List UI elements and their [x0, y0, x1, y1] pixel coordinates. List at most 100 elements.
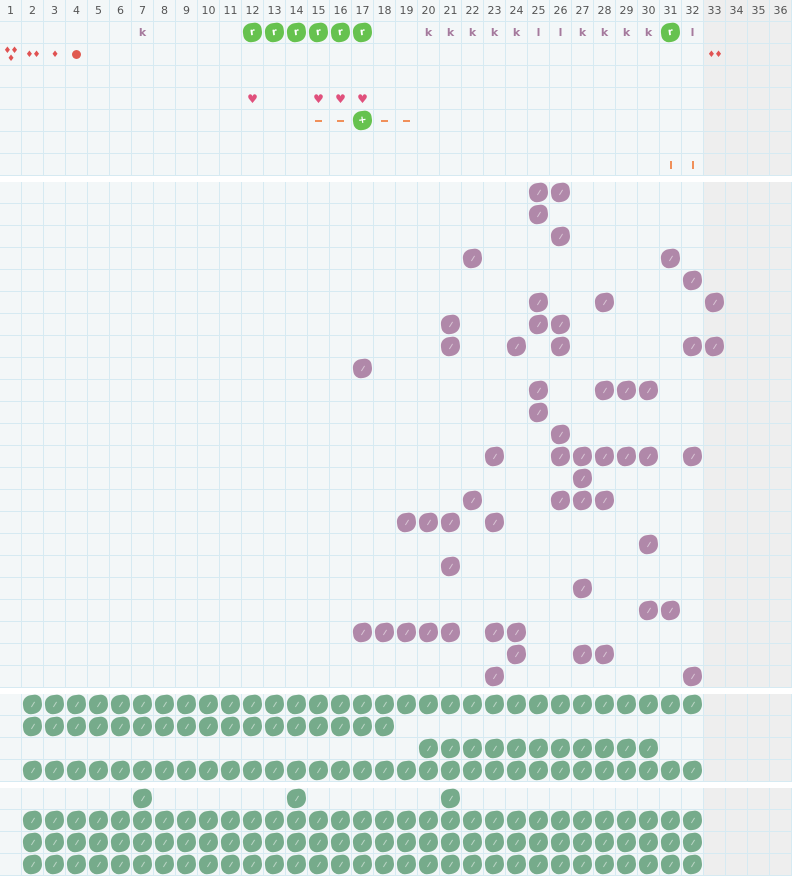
- grid-cell[interactable]: [132, 578, 154, 600]
- grid-cell[interactable]: [770, 88, 792, 110]
- grid-cell[interactable]: [286, 534, 308, 556]
- grid-cell[interactable]: [418, 556, 440, 578]
- grid-cell[interactable]: [285, 809, 308, 832]
- grid-cell[interactable]: [770, 66, 792, 88]
- grid-cell[interactable]: [616, 556, 638, 578]
- grid-cell[interactable]: [506, 44, 528, 66]
- grid-cell[interactable]: [572, 226, 594, 248]
- grid-cell[interactable]: [396, 788, 418, 810]
- grid-cell[interactable]: [461, 809, 484, 832]
- grid-cell[interactable]: [726, 788, 748, 810]
- grid-cell[interactable]: [264, 336, 286, 358]
- grid-cell[interactable]: [110, 578, 132, 600]
- grid-cell[interactable]: [550, 622, 572, 644]
- grid-cell[interactable]: [198, 380, 220, 402]
- grid-cell[interactable]: [352, 314, 374, 336]
- grid-cell[interactable]: [308, 468, 330, 490]
- grid-cell[interactable]: [110, 622, 132, 644]
- grid-cell[interactable]: [264, 204, 286, 226]
- grid-cell[interactable]: [550, 600, 572, 622]
- grid-cell[interactable]: [440, 44, 462, 66]
- grid-cell[interactable]: [330, 512, 352, 534]
- grid-cell[interactable]: [417, 831, 440, 854]
- grid-cell[interactable]: [154, 66, 176, 88]
- grid-cell[interactable]: [616, 88, 638, 110]
- grid-cell[interactable]: [0, 810, 22, 832]
- grid-cell[interactable]: [615, 853, 638, 876]
- grid-cell[interactable]: [682, 182, 704, 204]
- grid-cell[interactable]: [572, 512, 594, 534]
- grid-cell[interactable]: [220, 402, 242, 424]
- grid-cell[interactable]: [484, 600, 506, 622]
- grid-cell[interactable]: [22, 738, 44, 760]
- grid-cell[interactable]: [770, 446, 792, 468]
- grid-cell[interactable]: [616, 534, 638, 556]
- grid-cell[interactable]: [110, 402, 132, 424]
- grid-cell[interactable]: [506, 358, 528, 380]
- grid-cell[interactable]: [616, 154, 638, 176]
- grid-cell[interactable]: [88, 44, 110, 66]
- grid-cell[interactable]: [594, 512, 616, 534]
- grid-cell[interactable]: [396, 666, 418, 688]
- grid-cell[interactable]: [110, 336, 132, 358]
- grid-cell[interactable]: [198, 468, 220, 490]
- grid-cell[interactable]: [132, 204, 154, 226]
- grid-cell[interactable]: [506, 248, 528, 270]
- grid-cell[interactable]: [726, 270, 748, 292]
- grid-cell[interactable]: [506, 226, 528, 248]
- grid-cell[interactable]: [22, 490, 44, 512]
- grid-cell[interactable]: [154, 490, 176, 512]
- grid-cell[interactable]: [770, 270, 792, 292]
- grid-cell[interactable]: [264, 44, 286, 66]
- grid-cell[interactable]: [352, 468, 374, 490]
- grid-cell[interactable]: [440, 154, 462, 176]
- grid-cell[interactable]: [285, 831, 308, 854]
- grid-cell[interactable]: [615, 379, 638, 402]
- grid-cell[interactable]: [176, 226, 198, 248]
- grid-cell[interactable]: [220, 154, 242, 176]
- grid-cell[interactable]: [352, 132, 374, 154]
- grid-cell[interactable]: k: [132, 22, 154, 44]
- grid-cell[interactable]: [484, 314, 506, 336]
- grid-cell[interactable]: [726, 810, 748, 832]
- grid-cell[interactable]: [527, 291, 550, 314]
- grid-cell[interactable]: [726, 248, 748, 270]
- grid-cell[interactable]: [154, 358, 176, 380]
- grid-cell[interactable]: [0, 154, 22, 176]
- grid-cell[interactable]: [682, 154, 704, 176]
- grid-cell[interactable]: [374, 424, 396, 446]
- grid-cell[interactable]: [571, 809, 594, 832]
- grid-cell[interactable]: [484, 154, 506, 176]
- grid-cell[interactable]: [264, 490, 286, 512]
- grid-cell[interactable]: [638, 402, 660, 424]
- grid-cell[interactable]: [329, 853, 352, 876]
- grid-cell[interactable]: [594, 204, 616, 226]
- grid-cell[interactable]: [264, 534, 286, 556]
- grid-cell[interactable]: [132, 402, 154, 424]
- grid-cell[interactable]: [484, 270, 506, 292]
- grid-cell[interactable]: [286, 556, 308, 578]
- grid-cell[interactable]: [242, 424, 264, 446]
- grid-cell[interactable]: [44, 110, 66, 132]
- grid-cell[interactable]: [770, 22, 792, 44]
- grid-cell[interactable]: [748, 424, 770, 446]
- grid-cell[interactable]: [638, 154, 660, 176]
- grid-cell[interactable]: [726, 854, 748, 876]
- grid-cell[interactable]: [770, 226, 792, 248]
- grid-cell[interactable]: [308, 380, 330, 402]
- grid-cell[interactable]: [616, 226, 638, 248]
- grid-cell[interactable]: [726, 468, 748, 490]
- grid-cell[interactable]: [286, 424, 308, 446]
- grid-cell[interactable]: [594, 314, 616, 336]
- grid-cell[interactable]: [638, 110, 660, 132]
- grid-cell[interactable]: [241, 693, 264, 716]
- grid-cell[interactable]: [307, 809, 330, 832]
- grid-cell[interactable]: [417, 759, 440, 782]
- grid-cell[interactable]: [462, 644, 484, 666]
- grid-cell[interactable]: [330, 622, 352, 644]
- grid-cell[interactable]: [440, 110, 462, 132]
- grid-cell[interactable]: [132, 666, 154, 688]
- grid-cell[interactable]: [572, 182, 594, 204]
- grid-cell[interactable]: [352, 534, 374, 556]
- grid-cell[interactable]: [176, 88, 198, 110]
